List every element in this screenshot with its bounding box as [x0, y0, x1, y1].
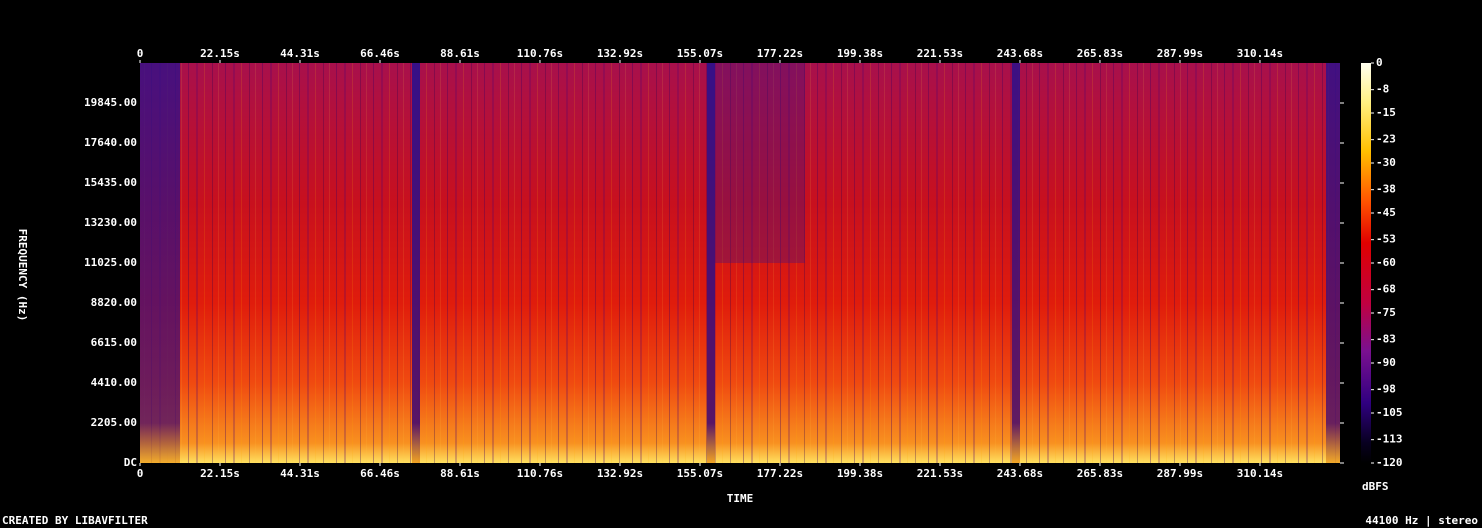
footer-left: CREATED BY LIBAVFILTER: [2, 514, 148, 527]
x-tick-label: 310.14s: [1237, 47, 1283, 60]
x-tick-label: 177.22s: [757, 47, 803, 60]
x-tick-label: 44.31s: [280, 47, 320, 60]
x-tick-label: 155.07s: [677, 47, 723, 60]
y-tick-label: DC: [124, 456, 137, 469]
colorbar-tick-label: -15: [1376, 106, 1396, 119]
colorbar-tick-label: -53: [1376, 233, 1396, 246]
x-tick-label: 243.68s: [997, 467, 1043, 480]
x-tick-label: 199.38s: [837, 47, 883, 60]
x-tick-label: 110.76s: [517, 467, 563, 480]
x-tick-label: 132.92s: [597, 47, 643, 60]
x-tick-label: 310.14s: [1237, 467, 1283, 480]
x-axis-label: TIME: [727, 492, 754, 505]
y-tick-label: 19845.00: [84, 96, 137, 109]
x-tick-label: 132.92s: [597, 467, 643, 480]
x-tick-label: 221.53s: [917, 47, 963, 60]
colorbar-tick-label: -83: [1376, 333, 1396, 346]
y-tick-label: 13230.00: [84, 216, 137, 229]
x-tick-label: 199.38s: [837, 467, 883, 480]
x-tick-label: 88.61s: [440, 467, 480, 480]
x-tick-label: 287.99s: [1157, 467, 1203, 480]
colorbar-tick-label: -90: [1376, 356, 1396, 369]
x-tick-label: 265.83s: [1077, 47, 1123, 60]
colorbar-tick-label: -113: [1376, 433, 1403, 446]
colorbar-tick-label: -30: [1376, 156, 1396, 169]
colorbar-tick-label: -60: [1376, 256, 1396, 269]
colorbar-tick-label: -120: [1376, 456, 1403, 469]
spectrogram: [140, 63, 1340, 463]
footer-right: 44100 Hz | stereo: [1365, 514, 1478, 527]
x-tick-label: 22.15s: [200, 467, 240, 480]
x-tick-label: 66.46s: [360, 467, 400, 480]
colorbar-tick-label: -23: [1376, 133, 1396, 146]
y-tick-label: 17640.00: [84, 136, 137, 149]
colorbar-tick-label: -38: [1376, 183, 1396, 196]
colorbar-tick-label: -105: [1376, 406, 1403, 419]
x-tick-label: 110.76s: [517, 47, 563, 60]
colorbar-label: dBFS: [1362, 480, 1389, 493]
x-tick-label: 22.15s: [200, 47, 240, 60]
x-tick-label: 287.99s: [1157, 47, 1203, 60]
y-tick-label: 2205.00: [91, 416, 137, 429]
x-tick-label: 88.61s: [440, 47, 480, 60]
colorbar-tick-label: -98: [1376, 383, 1396, 396]
colorbar-tick-label: -8: [1376, 83, 1389, 96]
colorbar-tick-label: 0: [1376, 56, 1383, 69]
y-tick-label: 15435.00: [84, 176, 137, 189]
x-tick-label: 265.83s: [1077, 467, 1123, 480]
colorbar-tick-label: -45: [1376, 206, 1396, 219]
x-tick-label: 221.53s: [917, 467, 963, 480]
y-tick-label: 11025.00: [84, 256, 137, 269]
x-tick-label: 66.46s: [360, 47, 400, 60]
colorbar: [1361, 63, 1371, 463]
y-tick-label: 8820.00: [91, 296, 137, 309]
y-axis-label: FREQUENCY (Hz): [16, 229, 29, 322]
x-tick-label: 155.07s: [677, 467, 723, 480]
y-tick-label: 6615.00: [91, 336, 137, 349]
y-tick-label: 4410.00: [91, 376, 137, 389]
x-tick-label: 243.68s: [997, 47, 1043, 60]
colorbar-tick-label: -75: [1376, 306, 1396, 319]
colorbar-tick-label: -68: [1376, 283, 1396, 296]
x-tick-label: 0: [137, 47, 144, 60]
x-tick-label: 0: [137, 467, 144, 480]
x-tick-label: 177.22s: [757, 467, 803, 480]
x-tick-label: 44.31s: [280, 467, 320, 480]
